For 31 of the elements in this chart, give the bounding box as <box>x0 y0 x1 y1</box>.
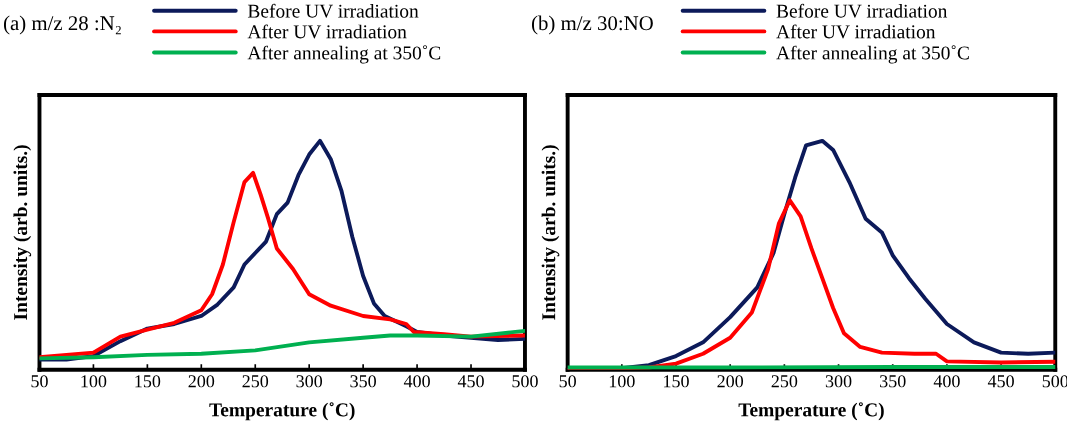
x-tick-label: 250 <box>771 375 798 388</box>
legend-label: After UV irradiation <box>776 24 936 39</box>
x-tick-label: 350 <box>350 375 376 388</box>
legend-label: Before UV irradiation <box>247 3 419 18</box>
legend-label: After UV irradiation <box>247 24 407 39</box>
x-tick-label: 500 <box>512 375 538 388</box>
chart-title: (a) m/z 28 :N₂ <box>3 15 121 35</box>
x-tick-label: 100 <box>609 375 635 388</box>
x-axis-title: Temperature (˚C) <box>209 402 355 421</box>
x-tick-label: 400 <box>933 375 960 388</box>
x-axis-title: Temperature (˚C) <box>738 402 884 421</box>
x-tick-label: 450 <box>987 375 1014 388</box>
x-tick-label: 300 <box>296 375 323 388</box>
x-tick-label: 400 <box>403 375 430 388</box>
x-tick-label: 300 <box>825 375 852 388</box>
x-tick-label: 250 <box>242 375 269 388</box>
x-tick-label: 100 <box>81 375 107 388</box>
x-tick-label: 50 <box>31 375 48 388</box>
x-tick-label: 350 <box>880 375 906 388</box>
x-tick-label: 150 <box>135 375 161 388</box>
x-tick-label: 200 <box>188 375 215 388</box>
x-tick-label: 50 <box>559 375 576 388</box>
legend-label: Before UV irradiation <box>776 3 948 18</box>
legend-label: After annealing at 350˚C <box>247 45 441 64</box>
x-tick-label: 450 <box>457 375 484 388</box>
x-tick-label: 150 <box>664 375 689 388</box>
x-tick-label: 200 <box>717 375 744 388</box>
y-axis-title: Intensity (arb. units.) <box>541 145 560 320</box>
legend-label: After annealing at 350˚C <box>776 45 969 64</box>
chart-title: (b) m/z 30:NO <box>531 15 653 35</box>
y-axis-title: Intensity (arb. units.) <box>13 145 32 320</box>
